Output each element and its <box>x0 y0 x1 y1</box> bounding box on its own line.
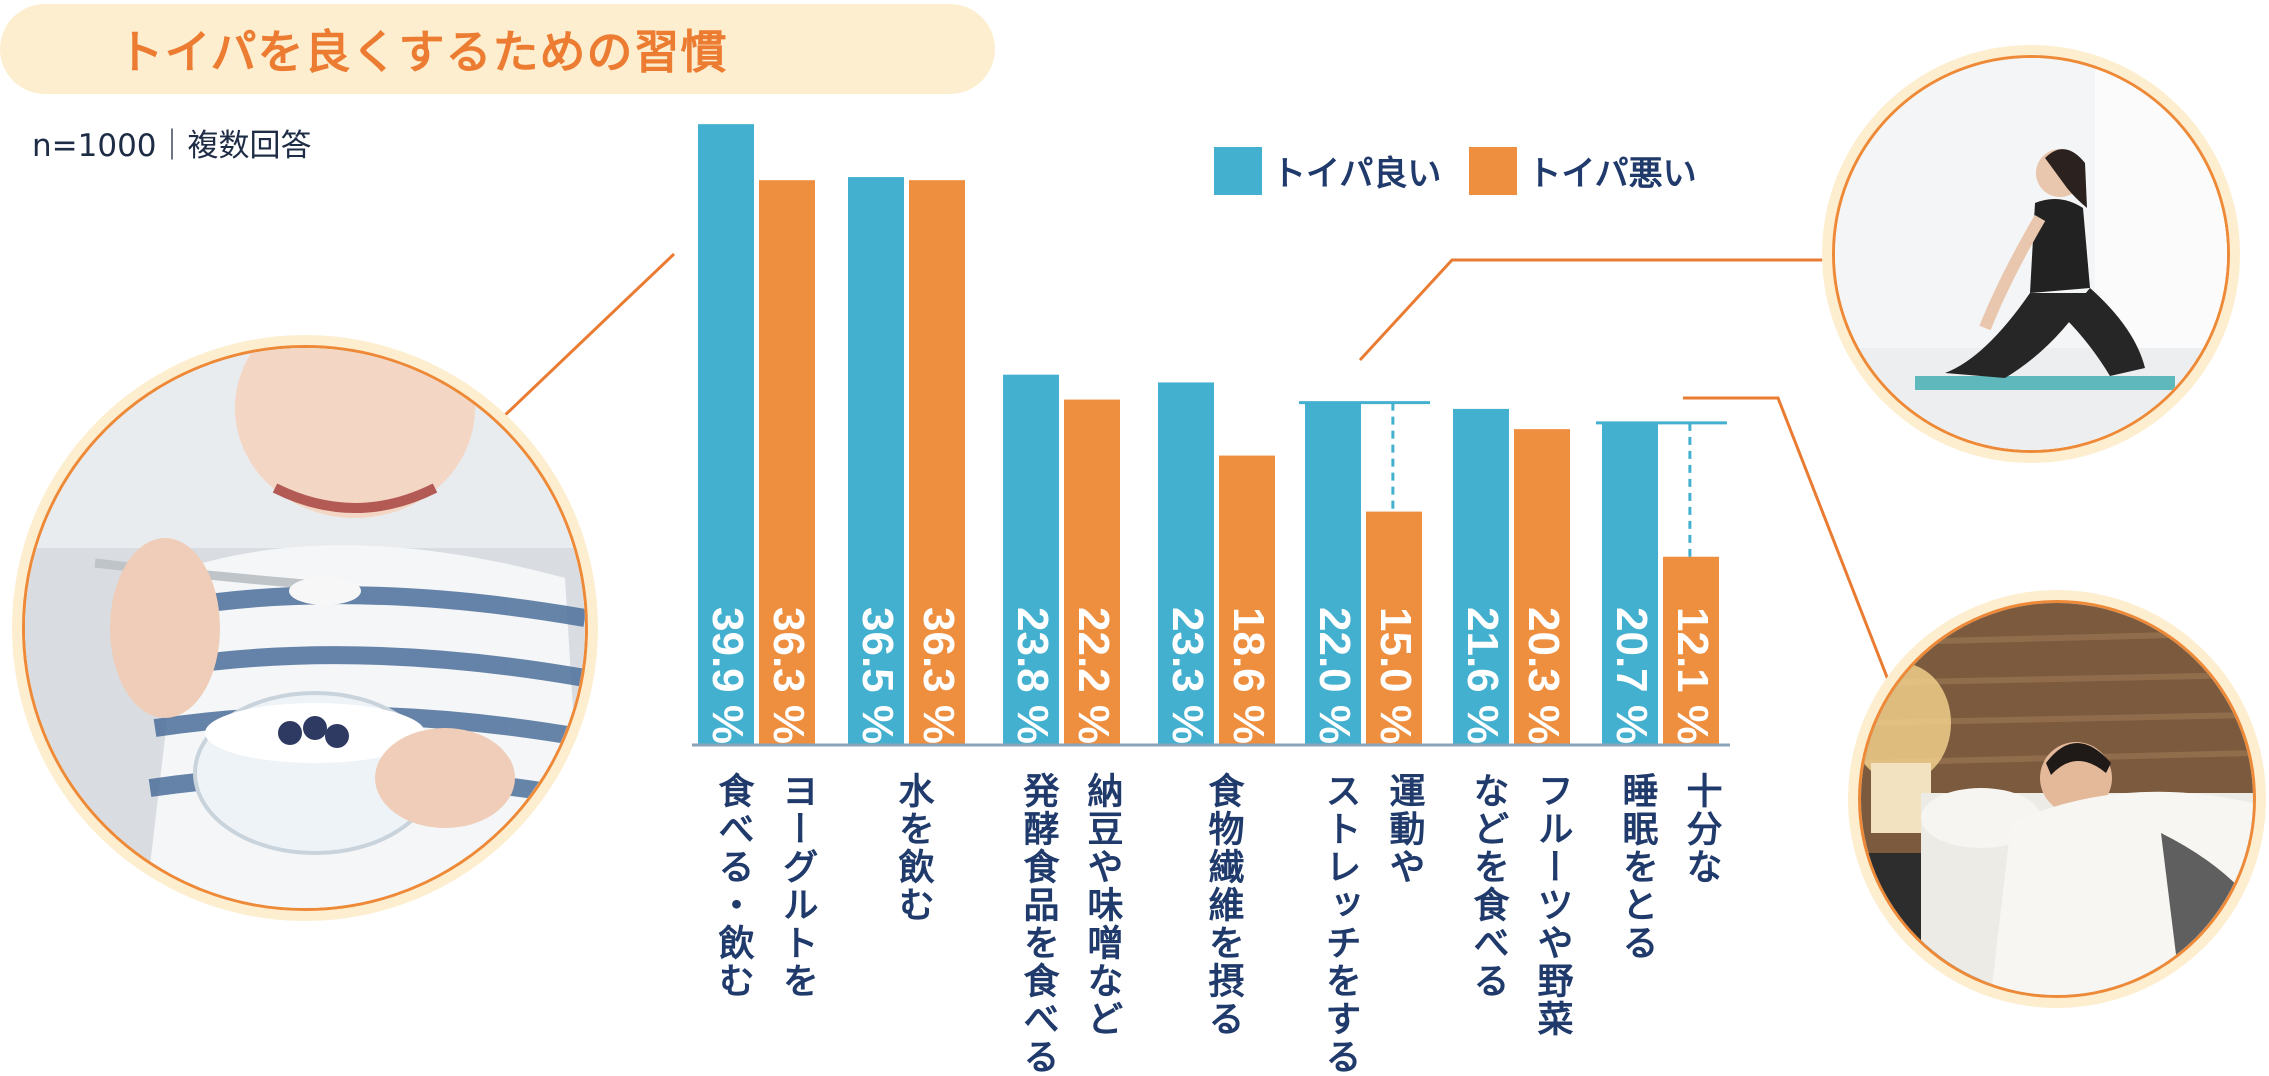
value-label-yogurt-bad: 36.3 % <box>764 607 813 744</box>
gap-markers <box>1299 401 1727 557</box>
category-label-fermented-line1: 納豆や味噌など <box>1081 772 1123 1038</box>
connector-stretch <box>1358 258 1830 362</box>
bar-fruit-good <box>1453 408 1509 745</box>
category-label-sleep-line1: 十分な <box>1680 772 1722 886</box>
category-label-yogurt-line1: ヨーグルトを <box>776 772 818 1000</box>
sample-note: n=1000｜複数回答 <box>32 128 312 164</box>
yoga-stretch-photo-icon <box>1835 58 2227 450</box>
category-label-exercise-line2: ストレッチをする <box>1319 772 1361 1076</box>
yogurt-eating-photo-icon <box>25 348 585 908</box>
bar-fiber-bad <box>1219 455 1275 745</box>
bar-yogurt-good <box>698 124 754 745</box>
connector-sleep <box>1683 396 1894 691</box>
value-label-fruit-bad: 20.3 % <box>1519 607 1568 744</box>
bar-sleep-bad <box>1663 556 1719 745</box>
category-label-water-line1: 水を飲む <box>892 772 934 924</box>
value-label-fiber-good: 23.3 % <box>1163 607 1212 744</box>
value-label-fiber-bad: 18.6 % <box>1224 607 1273 744</box>
value-label-sleep-good: 20.7 % <box>1607 607 1656 744</box>
legend-label-bad: トイパ悪い <box>1527 154 1697 194</box>
legend: トイパ良い トイパ悪い <box>1214 146 1697 195</box>
value-label-fermented-bad: 22.2 % <box>1069 607 1118 744</box>
bar-fruit-bad <box>1514 429 1570 745</box>
value-label-exercise-good: 22.0 % <box>1310 607 1359 744</box>
category-label-exercise-line1: 運動や <box>1383 772 1425 886</box>
sleeping-photo-icon <box>1861 603 2253 995</box>
bar-fiber-good <box>1158 382 1214 745</box>
photo-connectors <box>500 252 1894 691</box>
bar-water-bad <box>909 180 965 745</box>
category-label-fermented-line2: 発酵食品を食べる <box>1017 772 1059 1076</box>
value-label-exercise-bad: 15.0 % <box>1371 607 1420 744</box>
category-label-fruit-line1: フルーツや野菜 <box>1531 772 1573 1038</box>
category-label-yogurt-line2: 食べる・飲む <box>712 772 754 1000</box>
value-label-yogurt-good: 39.9 % <box>703 607 752 744</box>
value-label-fermented-good: 23.8 % <box>1008 607 1057 744</box>
bar-sleep-good <box>1602 422 1658 745</box>
category-label-fiber-line1: 食物繊維を摂る <box>1202 772 1244 1038</box>
category-label-fruit-line2: などを食べる <box>1467 772 1509 1000</box>
legend-label-good: トイパ良い <box>1272 154 1442 194</box>
title-banner: トイパを良くするための習慣 <box>0 4 995 94</box>
bars <box>698 124 1719 745</box>
bar-exercise-bad <box>1366 511 1422 745</box>
bar-fermented-good <box>1003 374 1059 745</box>
bar-fermented-bad <box>1064 399 1120 745</box>
sleep-photo <box>1858 600 2256 998</box>
legend-swatch-good <box>1214 146 1262 195</box>
value-label-fruit-good: 21.6 % <box>1458 607 1507 744</box>
value-label-water-good: 36.5 % <box>853 607 902 744</box>
stretch-photo <box>1832 55 2230 453</box>
yogurt-photo <box>22 345 588 911</box>
value-label-sleep-bad: 12.1 % <box>1668 607 1717 744</box>
legend-swatch-bad <box>1469 146 1518 195</box>
connector-yogurt <box>500 252 676 420</box>
category-label-sleep-line2: 睡眠をとる <box>1616 772 1658 962</box>
bar-yogurt-bad <box>759 180 815 745</box>
page-title: トイパを良くするための習慣 <box>117 25 728 79</box>
bar-exercise-good <box>1305 402 1361 745</box>
value-label-water-bad: 36.3 % <box>914 607 963 744</box>
bar-water-good <box>848 177 904 745</box>
